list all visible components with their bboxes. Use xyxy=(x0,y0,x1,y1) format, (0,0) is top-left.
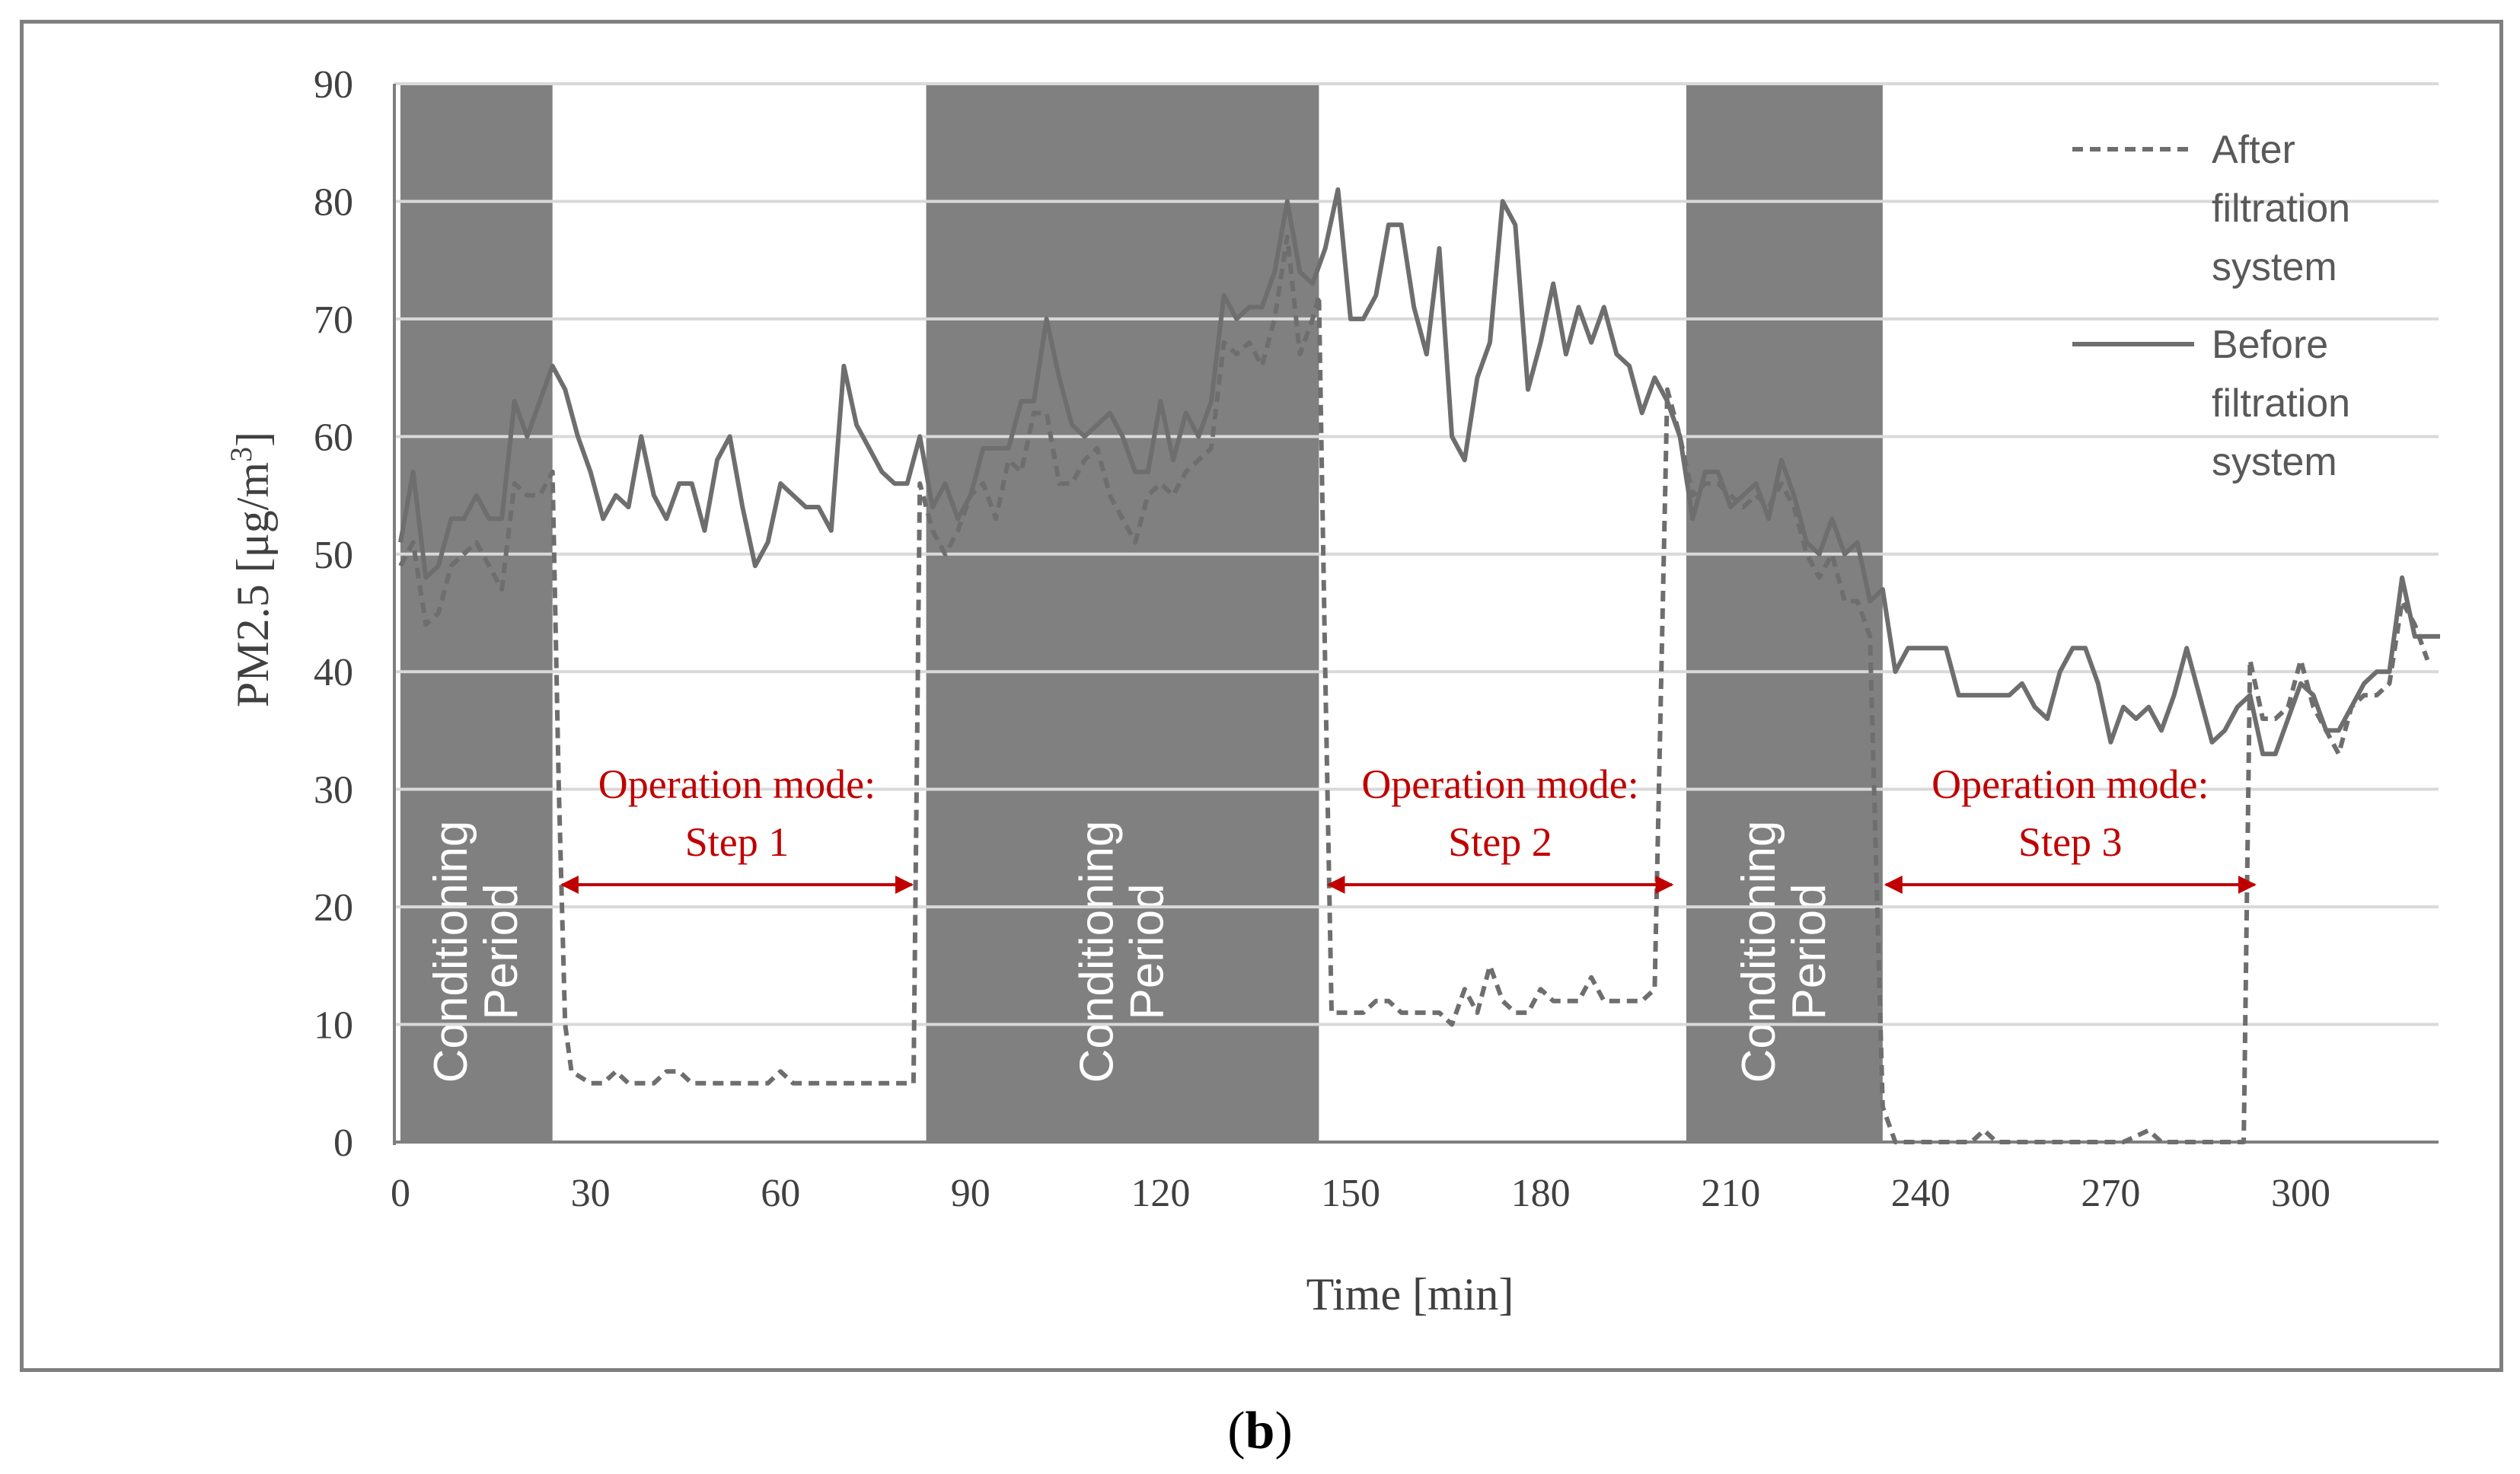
legend-label: system xyxy=(2212,440,2337,484)
y-axis-title: PM2.5 [μg/m3] xyxy=(224,432,279,707)
operation-mode-label: Step 1 xyxy=(685,819,789,865)
conditioning-period-label: Period xyxy=(1783,883,1836,1019)
x-tick-label: 150 xyxy=(1321,1172,1380,1215)
x-tick-label: 60 xyxy=(761,1172,800,1215)
before-filtration-line xyxy=(398,187,2440,757)
y-tick-label: 70 xyxy=(314,298,353,342)
conditioning-band xyxy=(1686,84,1883,1142)
series-lines xyxy=(398,187,2440,1144)
x-tick-label: 300 xyxy=(2271,1172,2330,1215)
operation-mode-label: Operation mode: xyxy=(1931,761,2209,807)
caption-letter: b xyxy=(1245,1402,1275,1460)
x-tick-label: 120 xyxy=(1131,1172,1190,1215)
legend-label: After xyxy=(2212,128,2295,172)
operation-annotations: Operation mode: Step 1 Operation mode: Step… xyxy=(560,761,2257,894)
after-filtration-line xyxy=(398,234,2430,1144)
y-tick-label: 80 xyxy=(314,180,353,224)
operation-mode-label: Step 3 xyxy=(2018,819,2123,865)
legend-label: system xyxy=(2212,245,2337,289)
chart-frame xyxy=(20,20,2503,1372)
y-tick-label: 60 xyxy=(314,416,353,459)
x-tick-label: 0 xyxy=(391,1172,410,1215)
operation-mode-label: Operation mode: xyxy=(1361,761,1638,807)
x-tick-label: 180 xyxy=(1511,1172,1571,1215)
x-tick-label: 240 xyxy=(1891,1172,1951,1215)
conditioning-period-label: Period xyxy=(1121,883,1173,1019)
conditioning-band xyxy=(926,84,1319,1142)
figure-caption: (b) xyxy=(1227,1402,1293,1460)
operation-mode-label: Step 2 xyxy=(1448,819,1552,865)
legend: After filtration system Before filtration sys… xyxy=(2072,128,2350,484)
conditioning-period-label: Conditioning xyxy=(1070,821,1123,1083)
x-tick-label: 210 xyxy=(1701,1172,1760,1215)
y-tick-label: 50 xyxy=(314,534,353,577)
conditioning-period-label: Conditioning xyxy=(1733,821,1785,1083)
conditioning-band xyxy=(400,84,553,1142)
legend-label: filtration xyxy=(2212,187,2350,231)
x-tick-label: 30 xyxy=(571,1172,611,1215)
legend-label: Before xyxy=(2212,323,2328,367)
axes: 0 10 20 30 40 50 60 70 80 90 0 30 60 90 120 150 180 210 24… xyxy=(314,63,2439,1215)
y-tick-label: 0 xyxy=(333,1121,353,1165)
y-tick-label: 30 xyxy=(314,769,353,812)
x-tick-label: 90 xyxy=(951,1172,990,1215)
y-tick-label: 20 xyxy=(314,886,353,930)
x-tick-label: 270 xyxy=(2081,1172,2140,1215)
y-tick-label: 40 xyxy=(314,651,353,694)
y-tick-label: 10 xyxy=(314,1004,353,1048)
operation-mode-label: Operation mode: xyxy=(598,761,876,807)
x-axis-title: Time [min] xyxy=(1306,1269,1514,1319)
y-tick-label: 90 xyxy=(314,63,353,107)
legend-label: filtration xyxy=(2212,381,2350,426)
conditioning-period-label: Period xyxy=(475,883,528,1019)
conditioning-period-label: Conditioning xyxy=(425,821,477,1083)
